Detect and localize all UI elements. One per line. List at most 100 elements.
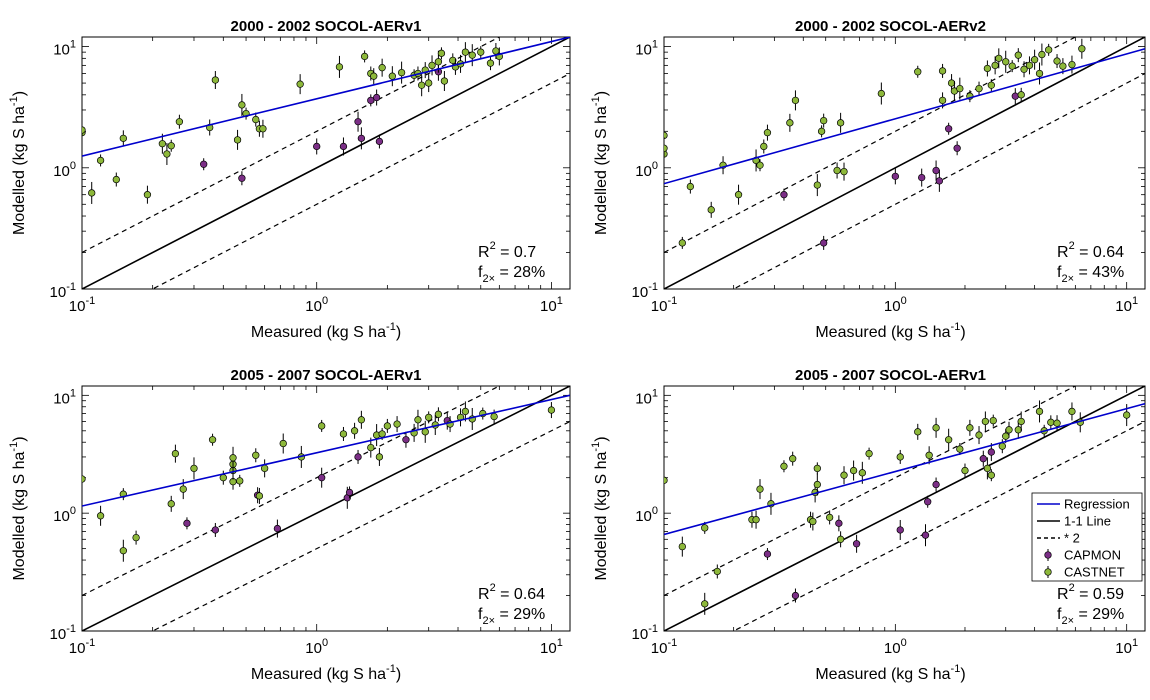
data-point — [375, 137, 384, 146]
x-axis-label-text: Measured (kg S ha — [815, 324, 950, 341]
tick-base: 10 — [632, 626, 649, 643]
legend-label: CAPMON — [1064, 548, 1121, 563]
data-point — [119, 547, 127, 555]
data-point — [437, 49, 446, 57]
x-axis-label: Measured (kg S ha-1) — [815, 663, 965, 683]
tick-base: 10 — [1115, 640, 1132, 657]
data-point — [877, 89, 885, 98]
tick-exp: 0 — [322, 637, 328, 649]
data-point — [238, 101, 246, 109]
data-point — [791, 96, 800, 105]
data-point — [945, 436, 953, 444]
chart-title: 2000 - 2002 SOCOL-AERv1 — [231, 18, 422, 35]
r-squared-annotation: R2 = 0.7 — [478, 240, 536, 261]
data-point — [208, 436, 217, 444]
data-point — [760, 142, 768, 151]
data-point — [260, 464, 269, 473]
one-to-one-line — [664, 386, 1145, 631]
r-squared-value: = 0.64 — [1075, 244, 1124, 261]
data-point — [434, 410, 443, 418]
data-point — [938, 67, 947, 75]
data-point — [132, 533, 140, 542]
data-point — [82, 475, 86, 483]
legend: Regression 1-1 Line * 2 CAPMON CASTNET — [1031, 492, 1143, 582]
x-axis-label-exp: -1 — [951, 321, 961, 333]
legend-item: * 2 — [1037, 531, 1080, 546]
data-point — [1123, 411, 1131, 419]
data-point — [167, 142, 175, 150]
tick-exp: 1 — [652, 39, 658, 51]
r-squared-annotation: R2 = 0.64 — [478, 582, 545, 603]
data-point — [279, 439, 287, 448]
x-axis-label-text: Measured (kg S ha — [251, 324, 386, 341]
data-point — [163, 150, 171, 158]
data-point — [402, 436, 410, 444]
tick-base: 10 — [635, 390, 652, 407]
f2x-label: f — [478, 606, 483, 623]
f2x-sub: 2× — [482, 273, 495, 285]
data-point — [190, 464, 198, 473]
data-point — [233, 136, 242, 144]
data-point — [921, 531, 930, 539]
r-squared-annotation: R2 = 0.59 — [1057, 582, 1124, 603]
data-point — [360, 52, 369, 61]
data-point — [918, 173, 926, 182]
data-point — [987, 448, 995, 456]
tick-base: 10 — [540, 640, 557, 657]
data-point — [219, 474, 227, 482]
data-point — [836, 119, 845, 127]
data-point — [425, 79, 433, 87]
f2x-annotation: f2× = 43% — [1057, 264, 1124, 285]
data-point — [945, 125, 953, 133]
tick-base: 10 — [50, 284, 67, 301]
legend-item: 1-1 Line — [1037, 514, 1111, 529]
data-point — [1078, 45, 1086, 53]
data-point — [981, 417, 990, 426]
data-point — [440, 77, 449, 85]
data-point — [956, 84, 964, 93]
tick-base: 10 — [53, 163, 70, 180]
data-point — [938, 96, 947, 105]
data-point — [791, 591, 800, 600]
data-point — [313, 142, 321, 151]
tick-exp: 1 — [1132, 637, 1138, 649]
y-axis-label-exp: -1 — [590, 442, 602, 452]
x-tick-label: 101 — [1115, 295, 1138, 315]
data-point — [238, 174, 246, 182]
data-point — [393, 420, 401, 428]
data-point — [88, 189, 96, 197]
r-squared-label: R — [478, 244, 490, 261]
data-point — [421, 428, 429, 436]
data-point — [96, 512, 105, 520]
legend-box — [1031, 492, 1143, 582]
tick-base: 10 — [635, 163, 652, 180]
data-point — [372, 93, 381, 102]
factor-two-lower-line — [732, 72, 1145, 289]
f2x-annotation: f2× = 29% — [1057, 606, 1124, 627]
data-point — [701, 524, 709, 532]
y-tick-label: 10-1 — [50, 281, 76, 301]
data-point — [983, 464, 992, 473]
y-tick-label: 100 — [635, 505, 658, 525]
y-axis-label-close: ) — [593, 436, 610, 441]
tick-base: 10 — [884, 640, 901, 657]
tick-exp: -1 — [667, 637, 677, 649]
data-point — [1011, 92, 1019, 100]
data-point — [678, 239, 686, 247]
data-point — [756, 485, 764, 493]
data-point — [896, 526, 904, 534]
f2x-sub: 2× — [482, 615, 495, 627]
legend-label: CASTNET — [1064, 565, 1125, 580]
data-point — [1035, 69, 1044, 78]
tick-exp: -1 — [66, 281, 76, 293]
regression-line — [664, 402, 1145, 536]
y-tick-label: 100 — [53, 505, 76, 525]
y-tick-label: 101 — [53, 39, 76, 59]
f2x-value: = 29% — [495, 606, 545, 623]
data-point — [734, 191, 743, 199]
y-tick-label: 101 — [635, 39, 658, 59]
series-capmon — [183, 411, 451, 538]
tick-exp: 1 — [1132, 295, 1138, 307]
data-point — [112, 175, 120, 184]
data-point — [914, 428, 922, 436]
